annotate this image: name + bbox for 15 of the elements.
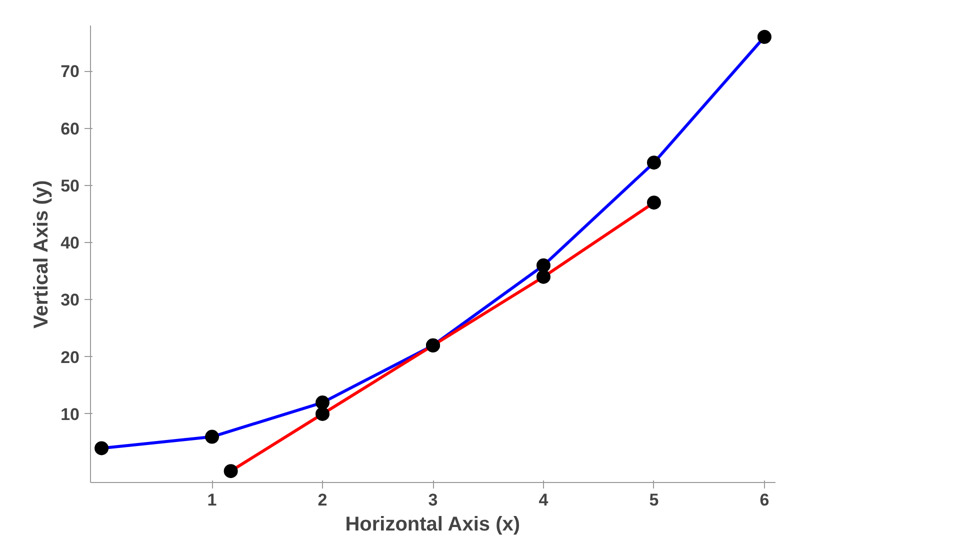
x-tick-label: 6 [760, 490, 770, 510]
y-tick-label: 30 [60, 290, 80, 310]
y-tick-label: 10 [60, 404, 80, 424]
x-tick-label: 2 [318, 490, 328, 510]
y-tick-label: 50 [60, 176, 80, 196]
y-axis-title: Vertical Axis (y) [30, 180, 53, 328]
y-tick-label: 70 [60, 62, 80, 82]
x-tick-label: 5 [649, 490, 659, 510]
y-tick-label: 20 [60, 348, 80, 367]
x-tick-label: 3 [428, 490, 438, 510]
y-tick-label: 40 [60, 234, 80, 253]
x-axis-title: Horizontal Axis (x) [345, 514, 520, 536]
x-tick-label: 1 [207, 490, 217, 510]
y-tick-label: 60 [60, 119, 80, 138]
x-tick-label: 4 [538, 490, 549, 510]
